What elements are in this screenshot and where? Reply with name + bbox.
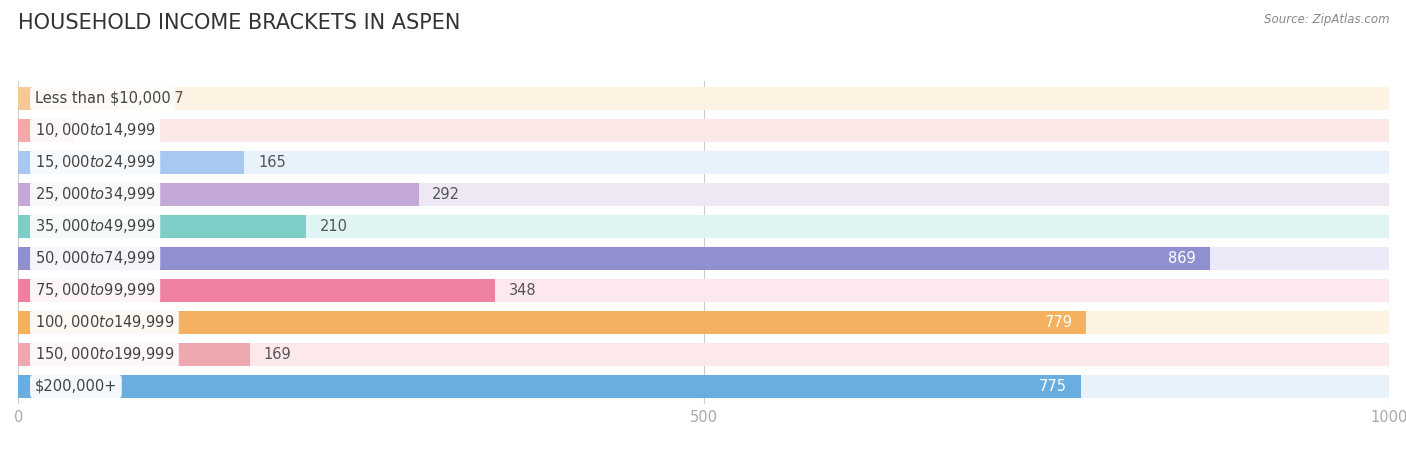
Bar <box>18 183 419 206</box>
Text: $35,000 to $49,999: $35,000 to $49,999 <box>35 217 156 235</box>
Bar <box>18 279 495 302</box>
Text: HOUSEHOLD INCOME BRACKETS IN ASPEN: HOUSEHOLD INCOME BRACKETS IN ASPEN <box>18 13 461 34</box>
Text: $10,000 to $14,999: $10,000 to $14,999 <box>35 121 156 140</box>
Text: $50,000 to $74,999: $50,000 to $74,999 <box>35 250 156 268</box>
Bar <box>18 151 245 174</box>
Text: 292: 292 <box>432 187 460 202</box>
Bar <box>18 215 307 238</box>
Text: 779: 779 <box>1045 315 1073 330</box>
Text: Less than $10,000: Less than $10,000 <box>35 91 170 106</box>
Bar <box>18 311 1087 334</box>
Bar <box>18 247 1209 270</box>
Text: 210: 210 <box>321 219 347 234</box>
Bar <box>18 343 250 365</box>
Text: $200,000+: $200,000+ <box>35 379 117 394</box>
Text: 165: 165 <box>259 155 285 170</box>
Bar <box>18 375 1389 398</box>
Text: Source: ZipAtlas.com: Source: ZipAtlas.com <box>1264 13 1389 26</box>
Bar <box>18 279 1389 302</box>
Text: 775: 775 <box>1039 379 1067 394</box>
Text: 41: 41 <box>89 123 107 138</box>
Bar <box>18 87 1389 110</box>
Bar <box>18 183 1389 206</box>
Bar <box>18 215 1389 238</box>
Text: $15,000 to $24,999: $15,000 to $24,999 <box>35 154 156 172</box>
Text: $100,000 to $149,999: $100,000 to $149,999 <box>35 313 174 331</box>
Bar <box>18 119 75 141</box>
Text: $25,000 to $34,999: $25,000 to $34,999 <box>35 185 156 203</box>
Bar <box>18 247 1389 270</box>
Bar <box>18 311 1389 334</box>
Text: $75,000 to $99,999: $75,000 to $99,999 <box>35 282 156 299</box>
Text: $150,000 to $199,999: $150,000 to $199,999 <box>35 345 174 364</box>
Text: 169: 169 <box>264 347 291 362</box>
Text: 97: 97 <box>165 91 184 106</box>
Text: 348: 348 <box>509 283 537 298</box>
Bar <box>18 87 152 110</box>
Bar <box>18 375 1081 398</box>
Text: 869: 869 <box>1168 251 1197 266</box>
Bar <box>18 119 1389 141</box>
Bar <box>18 151 1389 174</box>
Bar <box>18 343 1389 365</box>
